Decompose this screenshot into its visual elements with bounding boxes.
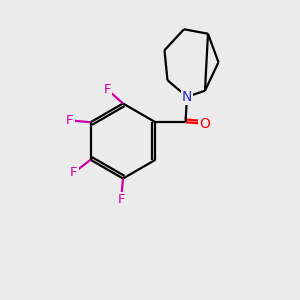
- Text: N: N: [182, 90, 192, 104]
- Text: O: O: [200, 117, 210, 131]
- Text: F: F: [66, 114, 73, 127]
- Text: F: F: [117, 193, 125, 206]
- Text: F: F: [103, 83, 111, 96]
- Text: F: F: [70, 166, 78, 179]
